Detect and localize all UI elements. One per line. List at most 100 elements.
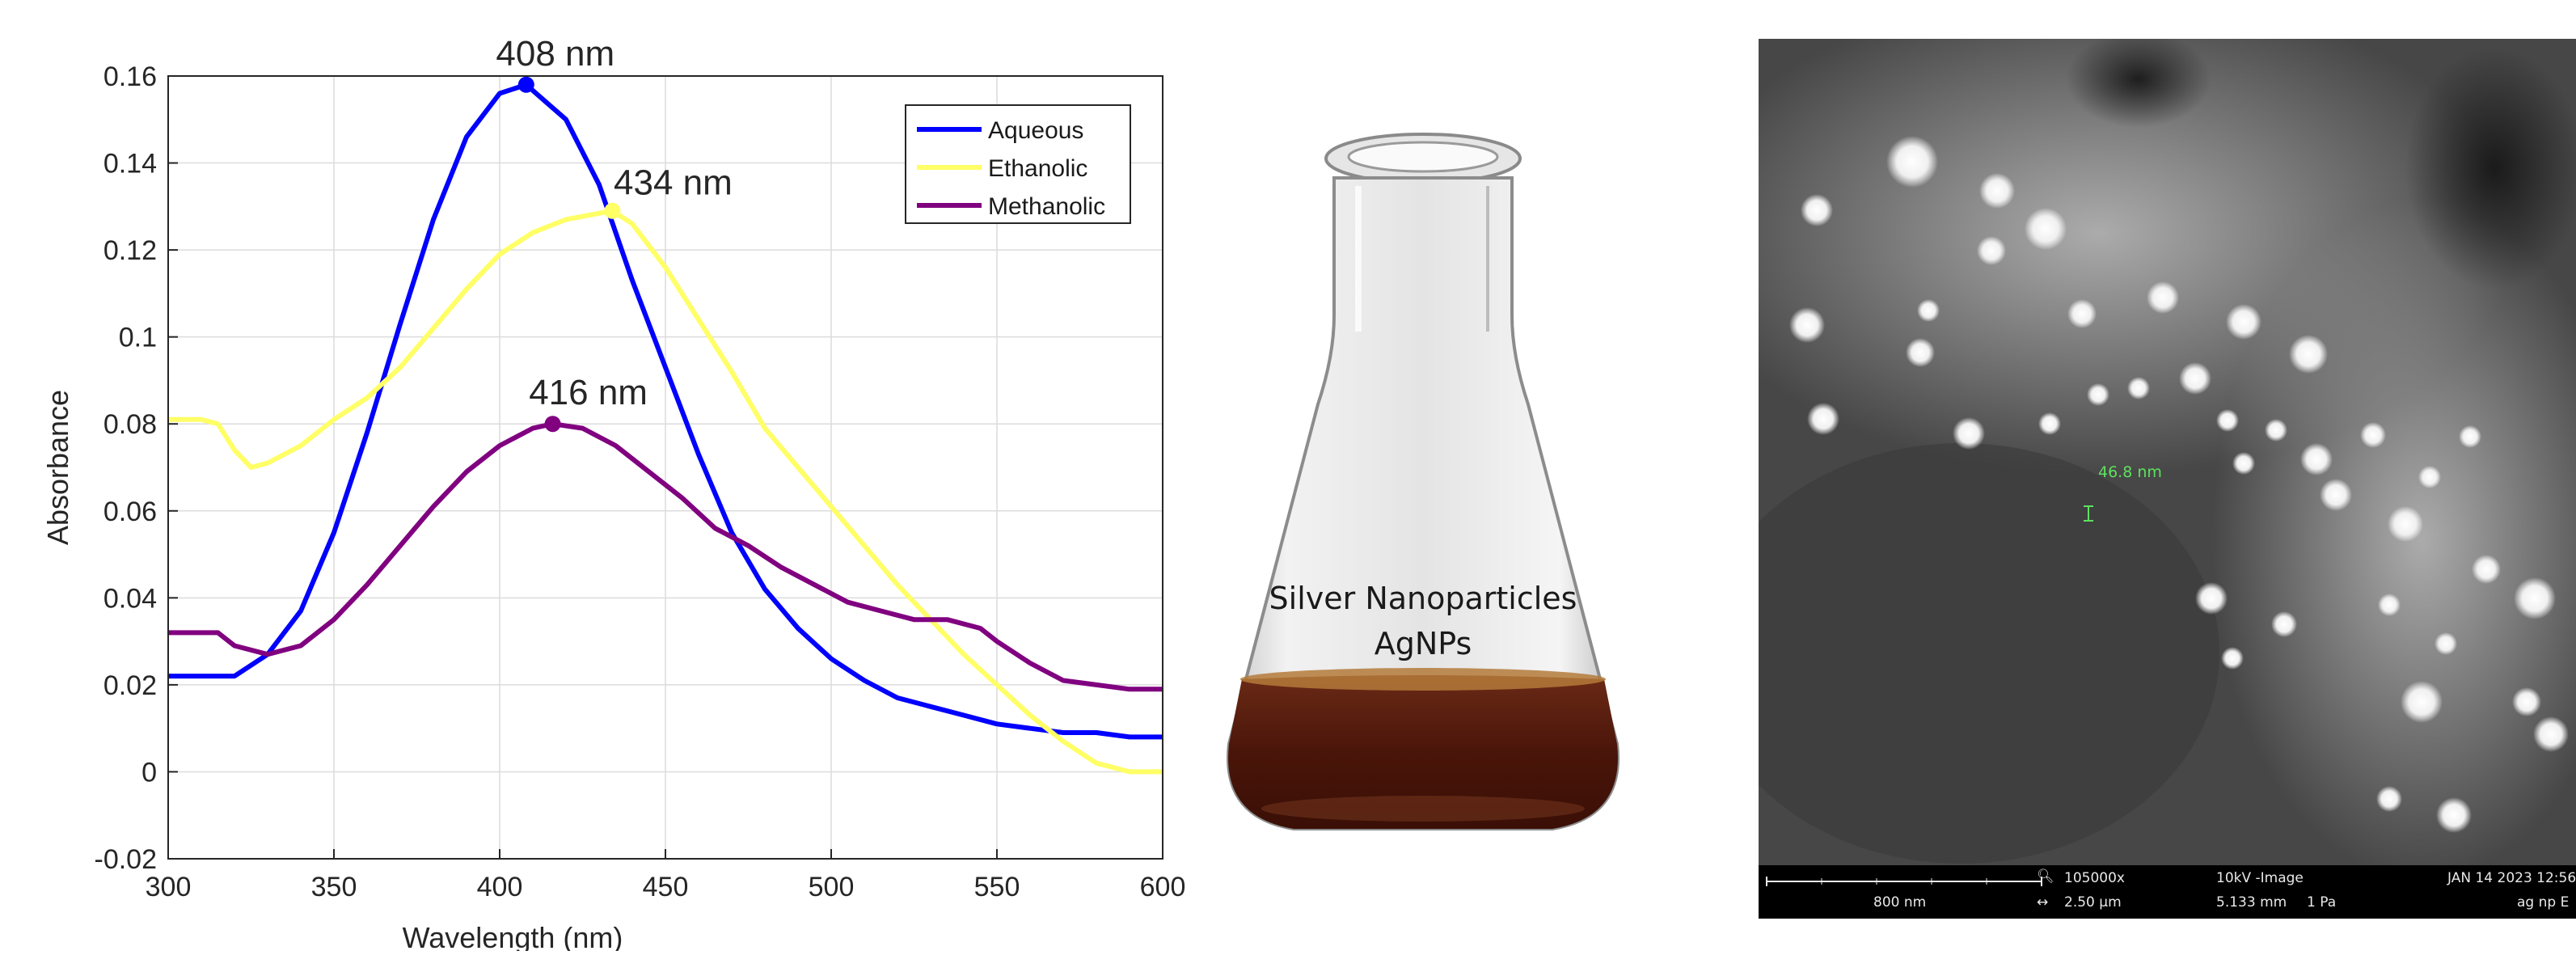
- y-tick-label: 0.02: [103, 670, 157, 701]
- x-axis-label: Wavelength (nm): [403, 921, 623, 951]
- legend-entry: Ethanolic: [988, 155, 1087, 182]
- nanoparticle: [1917, 299, 1940, 322]
- nanoparticle: [1953, 417, 1985, 450]
- y-tick-label: 0.04: [103, 583, 157, 614]
- flask-label-line2: AgNPs: [1374, 626, 1472, 661]
- nanoparticle: [2265, 419, 2287, 442]
- y-tick-label: 0.16: [103, 61, 157, 92]
- y-tick-label: 0.06: [103, 497, 157, 527]
- nanoparticle: [2221, 647, 2244, 670]
- nanoparticle: [2271, 611, 2297, 637]
- peak-label: 416 nm: [529, 373, 648, 412]
- legend-entry: Aqueous: [988, 117, 1083, 144]
- x-tick-label: 500: [809, 872, 855, 902]
- nanoparticle: [2435, 632, 2457, 655]
- nanoparticle: [2025, 208, 2067, 250]
- nanoparticle: [2360, 422, 2386, 448]
- peak-annotations: 408 nm 434 nm 416 nm: [496, 34, 732, 412]
- flask-base-shine: [1261, 796, 1585, 822]
- flask-liquid: [1228, 675, 1618, 829]
- magnification-icon: 🔍︎: [2037, 868, 2054, 885]
- nanoparticle: [2472, 555, 2501, 584]
- chart-svg: 300 350 400 450 500 550 600 -0.02 0 0.02 0.04 0.06 0…: [41, 34, 1186, 954]
- flask-illustration: [1227, 133, 1620, 830]
- peak-marker: [517, 76, 534, 93]
- x-tick-label: 350: [311, 872, 357, 902]
- nanoparticle: [2127, 377, 2150, 399]
- datetime: JAN 14 2023 12:56: [2447, 870, 2576, 886]
- flask-photo: Silver Nanoparticles AgNPs: [1213, 113, 1633, 857]
- y-tick-label: 0.14: [103, 149, 157, 180]
- peak-label: 408 nm: [496, 34, 614, 74]
- nanoparticle: [2216, 409, 2239, 432]
- nanoparticle: [2459, 425, 2481, 448]
- x-tick-label: 550: [974, 872, 1020, 902]
- y-tick-label: 0.1: [119, 323, 157, 353]
- sem-dark-region: [1759, 443, 2219, 864]
- nanoparticle: [2514, 577, 2556, 619]
- nanoparticle: [2289, 335, 2328, 374]
- nanoparticle: [1977, 236, 2006, 265]
- magnification-value: 105000x: [2064, 870, 2125, 886]
- peak-markers: [517, 76, 621, 433]
- nanoparticle: [2087, 383, 2109, 406]
- field-width-icon: ↔: [2037, 894, 2049, 911]
- scale-bar: [1766, 877, 2042, 886]
- flask-label-line1: Silver Nanoparticles: [1269, 581, 1577, 616]
- series-line-ethanolic: [168, 208, 1163, 775]
- nanoparticle: [2067, 299, 2097, 328]
- nanoparticle: [2226, 304, 2261, 340]
- nanoparticle: [2232, 452, 2255, 475]
- nanoparticle: [1979, 173, 2015, 209]
- working-distance: 5.133 mm: [2216, 894, 2287, 911]
- measurement-label: 46.8 nm: [2098, 463, 2162, 481]
- nanoparticle: [2376, 786, 2402, 812]
- legend-entry: Methanolic: [988, 193, 1105, 220]
- peak-marker: [604, 202, 621, 219]
- nanoparticle: [2401, 681, 2443, 723]
- nanoparticle: [2436, 797, 2472, 833]
- uv-vis-chart: 300 350 400 450 500 550 600 -0.02 0 0.02 0.04 0.06 0…: [0, 0, 1197, 954]
- y-tick-label: -0.02: [95, 844, 158, 875]
- nanoparticle: [1807, 403, 1839, 435]
- sample-name: ag np E: [2517, 894, 2570, 911]
- nanoparticle: [2388, 506, 2423, 542]
- nanoparticle: [2038, 412, 2061, 435]
- nanoparticle: [2300, 443, 2333, 475]
- flask-opening: [1347, 141, 1499, 173]
- nanoparticle: [2533, 716, 2569, 752]
- y-tick-label: 0.12: [103, 235, 157, 266]
- nanoparticle: [2195, 582, 2228, 615]
- y-tick-label: 0.08: [103, 409, 157, 440]
- series-line-aqueous: [168, 82, 1163, 740]
- series-lines: [168, 82, 1163, 775]
- peak-marker: [544, 416, 561, 433]
- sem-image: 46.8 nm: [1759, 39, 2576, 919]
- nanoparticle: [1886, 136, 1938, 188]
- x-tick-label: 450: [643, 872, 689, 902]
- liquid-surface: [1240, 668, 1606, 691]
- scale-bar-label: 800 nm: [1873, 894, 1927, 911]
- peak-label: 434 nm: [614, 163, 733, 203]
- nanoparticle: [1789, 307, 1825, 343]
- nanoparticle: [2179, 362, 2211, 395]
- nanoparticle: [2320, 479, 2352, 511]
- tick-labels: 300 350 400 450 500 550 600 -0.02 0 0.02 0.04 0.06 0…: [95, 61, 1186, 902]
- y-axis-label: Absorbance: [41, 390, 74, 545]
- series-line-methanolic: [168, 421, 1163, 692]
- nanoparticle: [1801, 194, 1833, 226]
- sem-dark-region: [2405, 47, 2576, 289]
- nanoparticle: [1906, 338, 1935, 367]
- voltage-mode: 10kV -Image: [2216, 870, 2304, 886]
- nanoparticle: [2512, 687, 2541, 716]
- nanoparticles: [1789, 136, 2569, 833]
- x-tick-label: 600: [1140, 872, 1186, 902]
- chart-legend: Aqueous Ethanolic Methanolic: [905, 104, 1131, 224]
- sem-info-bar: 800 nm 🔍︎ 105000x ↔ 2.50 µm 10kV -Image …: [1759, 865, 2576, 919]
- y-tick-label: 0: [141, 757, 157, 788]
- nanoparticle: [2418, 466, 2441, 488]
- measurement-marker: [2084, 505, 2093, 522]
- field-width-value: 2.50 µm: [2064, 894, 2122, 911]
- nanoparticle: [2378, 594, 2401, 616]
- nanoparticle: [2147, 281, 2179, 314]
